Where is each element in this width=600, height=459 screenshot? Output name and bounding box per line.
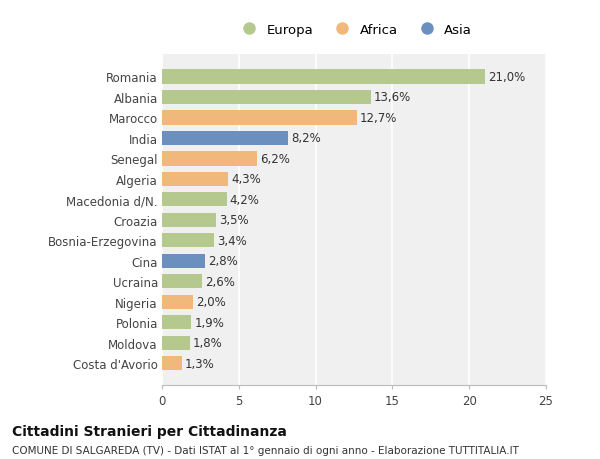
Legend: Europa, Africa, Asia: Europa, Africa, Asia [231, 19, 477, 42]
Text: 1,3%: 1,3% [185, 357, 215, 370]
Bar [162, 274, 202, 289]
Text: 2,8%: 2,8% [208, 255, 238, 268]
Bar [162, 152, 257, 166]
Bar [162, 193, 227, 207]
Bar [162, 111, 357, 125]
Text: 13,6%: 13,6% [374, 91, 411, 104]
Text: 2,0%: 2,0% [196, 296, 226, 308]
Bar [162, 213, 216, 228]
Text: 3,5%: 3,5% [219, 214, 248, 227]
Text: 21,0%: 21,0% [488, 71, 525, 84]
Text: 3,4%: 3,4% [217, 234, 247, 247]
Bar [162, 172, 228, 187]
Text: 4,2%: 4,2% [230, 193, 259, 207]
Bar [162, 90, 371, 105]
Bar [162, 336, 190, 350]
Text: 8,2%: 8,2% [291, 132, 321, 145]
Text: 1,8%: 1,8% [193, 336, 223, 349]
Text: 4,3%: 4,3% [231, 173, 261, 186]
Text: COMUNE DI SALGAREDA (TV) - Dati ISTAT al 1° gennaio di ogni anno - Elaborazione : COMUNE DI SALGAREDA (TV) - Dati ISTAT al… [12, 445, 519, 455]
Bar [162, 131, 288, 146]
Bar [162, 356, 182, 370]
Bar [162, 70, 485, 84]
Bar [162, 315, 191, 330]
Text: 1,9%: 1,9% [194, 316, 224, 329]
Bar [162, 234, 214, 248]
Text: 2,6%: 2,6% [205, 275, 235, 288]
Text: 6,2%: 6,2% [260, 152, 290, 166]
Text: 12,7%: 12,7% [360, 112, 398, 124]
Bar [162, 254, 205, 269]
Bar [162, 295, 193, 309]
Text: Cittadini Stranieri per Cittadinanza: Cittadini Stranieri per Cittadinanza [12, 425, 287, 438]
